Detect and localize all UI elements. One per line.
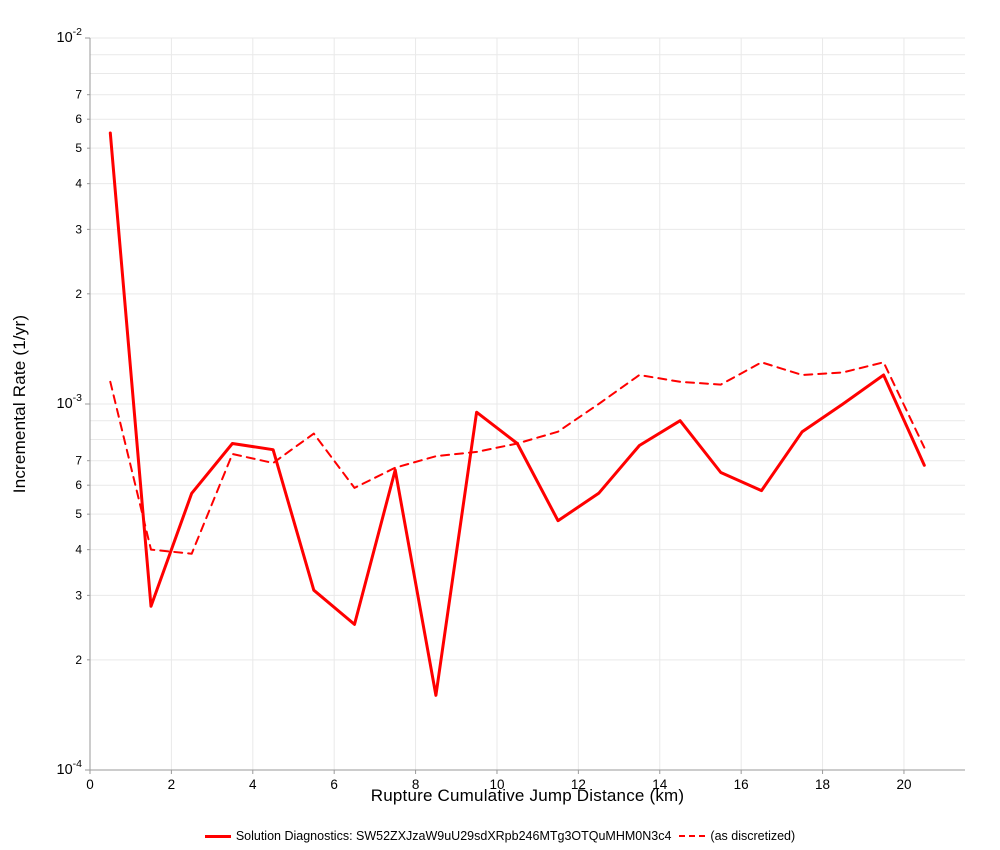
svg-text:6: 6 <box>75 112 82 126</box>
legend-item-solution: Solution Diagnostics: SW52ZXJzaW9uU29sdX… <box>204 829 672 843</box>
svg-text:10: 10 <box>489 777 504 792</box>
gridlines <box>89 37 965 771</box>
dashed-line-swatch-icon <box>679 835 706 837</box>
plot-area: 0 2 4 6 8 10 12 14 16 18 20 10-2 10-3 10-4 2 3 4 5 6 7 2 3 4 5 6… <box>57 26 965 792</box>
svg-text:2: 2 <box>75 287 82 301</box>
legend: Solution Diagnostics: SW52ZXJzaW9uU29sdX… <box>0 829 1000 843</box>
svg-text:10-4: 10-4 <box>57 758 83 778</box>
svg-text:4: 4 <box>249 777 257 792</box>
svg-text:6: 6 <box>330 777 338 792</box>
legend-item-discretized: (as discretized) <box>679 829 795 843</box>
svg-text:20: 20 <box>896 777 911 792</box>
svg-text:2: 2 <box>168 777 176 792</box>
series-line-dashed <box>109 361 926 555</box>
svg-text:5: 5 <box>75 141 82 155</box>
solid-line-swatch-icon <box>204 834 231 838</box>
svg-text:14: 14 <box>652 777 668 792</box>
svg-text:7: 7 <box>75 454 82 468</box>
svg-text:4: 4 <box>75 543 82 557</box>
svg-text:3: 3 <box>75 222 82 236</box>
svg-text:2: 2 <box>75 653 82 667</box>
svg-text:4: 4 <box>75 177 82 191</box>
svg-text:3: 3 <box>75 588 82 602</box>
svg-text:16: 16 <box>734 777 749 792</box>
x-axis-title: Rupture Cumulative Jump Distance (km) <box>370 786 685 805</box>
svg-text:12: 12 <box>571 777 586 792</box>
svg-text:0: 0 <box>86 777 94 792</box>
svg-text:10-3: 10-3 <box>57 392 83 412</box>
legend-label-discretized: (as discretized) <box>710 829 796 843</box>
svg-text:7: 7 <box>75 88 82 102</box>
svg-text:6: 6 <box>75 478 82 492</box>
legend-label-solution: Solution Diagnostics: SW52ZXJzaW9uU29sdX… <box>235 829 672 843</box>
svg-text:10-2: 10-2 <box>57 26 83 46</box>
series-line-solid <box>108 131 926 697</box>
svg-text:18: 18 <box>815 777 830 792</box>
svg-text:5: 5 <box>75 507 82 521</box>
axes: 0 2 4 6 8 10 12 14 16 18 20 10-2 10-3 10-4 2 3 4 5 6 7 2 3 4 5 6… <box>57 26 965 792</box>
y-axis-title: Incremental Rate (1/yr) <box>10 314 29 494</box>
svg-text:8: 8 <box>412 777 420 792</box>
